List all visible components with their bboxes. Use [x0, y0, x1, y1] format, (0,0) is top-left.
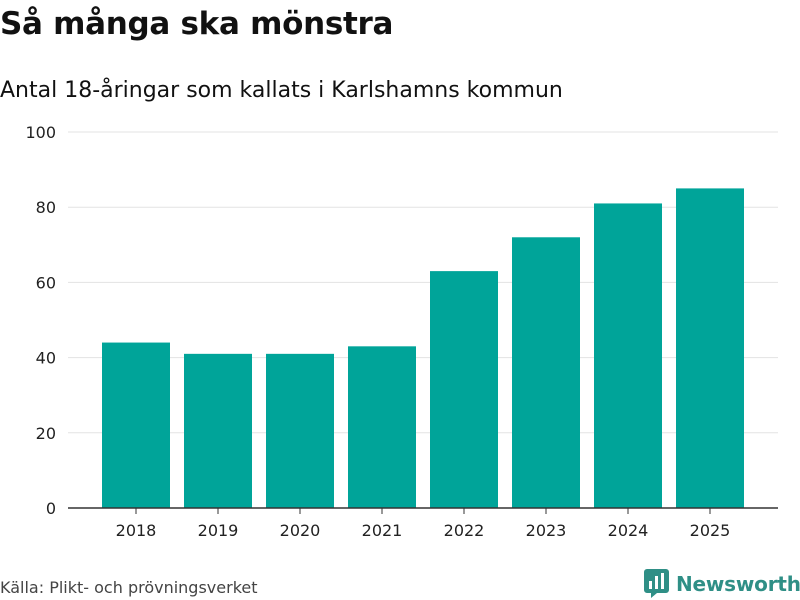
x-axis-ticks: 2018 2019 2020 2021 2022 2023 2024 2025 [116, 508, 731, 540]
x-tick-label: 2025 [690, 521, 731, 540]
bar-2019 [184, 353, 252, 508]
bar-2024 [594, 203, 662, 508]
bar-chart-logo-icon [644, 569, 669, 598]
brand-logo: Newsworthy [644, 569, 800, 598]
bar-2021 [348, 346, 416, 508]
source-note: Källa: Plikt- och prövningsverket [0, 578, 258, 597]
x-tick-label: 2018 [116, 521, 157, 540]
y-tick-label: 60 [36, 273, 56, 292]
x-tick-label: 2020 [280, 521, 321, 540]
x-tick-label: 2021 [362, 521, 403, 540]
chart-subtitle: Antal 18-åringar som kallats i Karlshamn… [0, 78, 563, 103]
y-tick-label: 80 [36, 198, 56, 217]
y-tick-label: 0 [46, 499, 56, 518]
x-tick-label: 2023 [526, 521, 567, 540]
y-tick-label: 20 [36, 424, 56, 443]
y-tick-label: 100 [25, 123, 56, 142]
bar-2022 [430, 271, 498, 508]
gridlines [68, 131, 778, 434]
chart-title: Så många ska mönstra [0, 6, 394, 42]
bars [102, 188, 744, 508]
bar-2025 [676, 188, 744, 508]
bar-2023 [512, 237, 580, 508]
x-tick-label: 2024 [608, 521, 649, 540]
bar-2018 [102, 342, 170, 508]
y-tick-label: 40 [36, 349, 56, 368]
x-tick-label: 2019 [198, 521, 239, 540]
brand-name: Newsworthy [676, 571, 800, 596]
x-tick-label: 2022 [444, 521, 485, 540]
y-axis-ticks: 0 20 40 60 80 100 [25, 123, 56, 518]
bar-2020 [266, 353, 334, 508]
